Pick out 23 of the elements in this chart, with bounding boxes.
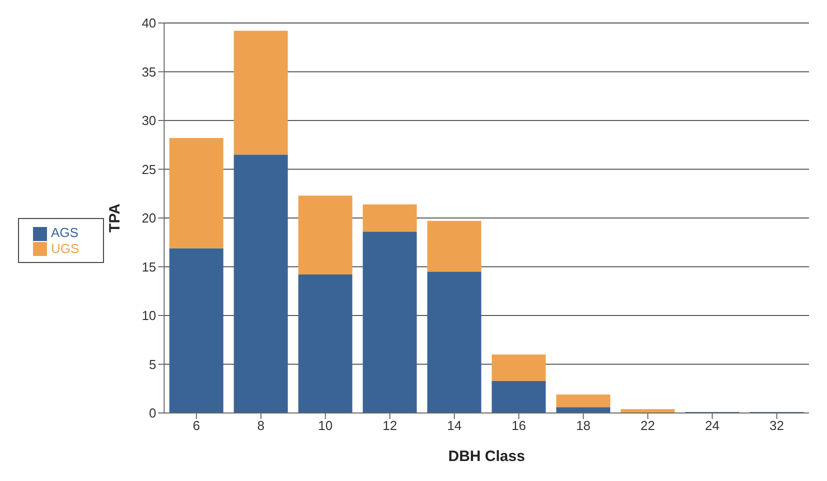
- y-tick-label: 15: [142, 259, 156, 274]
- y-axis-title: TPA: [106, 203, 124, 232]
- x-tick-label: 18: [576, 418, 591, 434]
- x-tick-label: 14: [447, 418, 462, 434]
- y-tick-label: 40: [142, 16, 156, 31]
- x-tick-label: 12: [382, 418, 398, 434]
- y-tick-label: 35: [142, 64, 156, 80]
- x-tick-label: 16: [512, 418, 526, 434]
- x-tick-label: 32: [770, 418, 784, 434]
- x-tick-label: 22: [640, 418, 656, 434]
- y-tick-label: 10: [142, 308, 156, 324]
- x-tick-label: 6: [192, 418, 200, 434]
- x-tick-label: 8: [257, 418, 265, 434]
- y-tick-label: 0: [148, 406, 156, 421]
- y-tick-label: 25: [142, 162, 156, 177]
- y-tick-label: 5: [148, 356, 156, 372]
- y-tick-label: 20: [142, 210, 156, 226]
- x-axis-title: DBH Class: [448, 448, 525, 465]
- x-tick-label: 10: [318, 418, 333, 434]
- legend-label: AGS: [51, 224, 78, 240]
- legend-label: UGS: [51, 240, 80, 256]
- x-tick-label: 24: [705, 418, 720, 434]
- y-tick-label: 30: [142, 113, 156, 128]
